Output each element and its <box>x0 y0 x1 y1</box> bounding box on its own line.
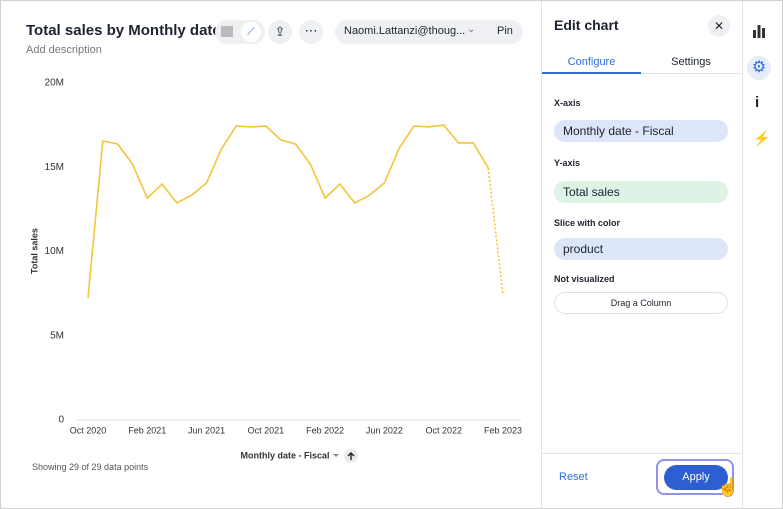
sort-icon <box>347 452 355 460</box>
user-pill[interactable] <box>335 20 523 44</box>
x-tick-label: Oct 2021 <box>248 425 285 435</box>
focus-ring <box>656 459 734 495</box>
section-label: Not visualized <box>554 274 615 284</box>
cursor: ☝ <box>717 477 740 497</box>
tab-settings[interactable]: Settings <box>671 56 711 68</box>
tab-divider <box>542 73 741 74</box>
y-axis-label: Total sales <box>29 228 39 274</box>
x-tick-label: Jun 2022 <box>366 425 403 435</box>
share-button[interactable]: ⇪ <box>268 20 292 44</box>
x-tick-label: Feb 2023 <box>484 425 522 435</box>
footer-divider <box>542 453 741 454</box>
rail-action-icon[interactable]: ⚡ <box>753 130 771 146</box>
x-tick-label: Jun 2021 <box>188 425 225 435</box>
x-tick-label: Oct 2020 <box>70 425 107 435</box>
sort-caret[interactable] <box>333 454 339 457</box>
x-axis-pill[interactable]: Monthly date - Fiscal <box>554 120 728 142</box>
tab-underline <box>542 72 641 74</box>
x-tick-label: Oct 2022 <box>425 425 462 435</box>
table-icon[interactable] <box>221 26 233 37</box>
user-caret[interactable]: ⌄ <box>467 24 476 35</box>
y-tick-label: 20M <box>45 78 64 89</box>
x-tick-label: Feb 2021 <box>128 425 166 435</box>
rail-chart-icon[interactable] <box>752 24 766 38</box>
section-label: Slice with color <box>554 218 621 228</box>
user-name[interactable]: Naomi.Lattanzi@thoug... <box>344 25 466 37</box>
x-axis-label: Monthly date - Fiscal <box>240 450 329 460</box>
line-series <box>87 124 489 299</box>
apply-button[interactable]: Apply <box>664 465 728 490</box>
reset-button[interactable]: Reset <box>559 471 588 483</box>
y-axis-pill[interactable]: Total sales <box>554 181 728 203</box>
chart: Total sales Monthly date - Fiscal 0 5M 10M… <box>29 78 522 463</box>
footer-note: Showing 29 of 29 data points <box>32 462 149 472</box>
edit-panel <box>541 1 743 508</box>
line-segment-partial <box>487 167 504 296</box>
y-tick-label: 15M <box>45 162 64 173</box>
panel-title: Edit chart <box>554 17 619 33</box>
chart-title: Total sales by Monthly date... <box>26 22 234 39</box>
x-tick-label: Feb 2022 <box>306 425 344 435</box>
y-tick-label: 5M <box>50 330 64 341</box>
y-tick-label: 10M <box>45 246 64 257</box>
section-label: Y-axis <box>554 158 581 168</box>
chart-icon[interactable]: ⟋ <box>241 22 261 42</box>
rail-info-icon[interactable]: i <box>755 94 760 111</box>
tab-configure[interactable]: Configure <box>567 56 616 68</box>
color-pill[interactable]: product <box>554 238 728 260</box>
drop-zone[interactable]: Drag a Column <box>554 292 728 314</box>
more-button[interactable]: ⋯ <box>299 20 323 44</box>
close-button[interactable]: ✕ <box>708 15 730 37</box>
rail-settings-icon[interactable]: ⚙ <box>747 56 771 80</box>
description[interactable]: Add description <box>26 44 102 56</box>
section-label: X-axis <box>554 98 581 108</box>
y-tick-label: 0 <box>58 415 64 426</box>
pin-button[interactable]: Pin <box>497 25 513 37</box>
